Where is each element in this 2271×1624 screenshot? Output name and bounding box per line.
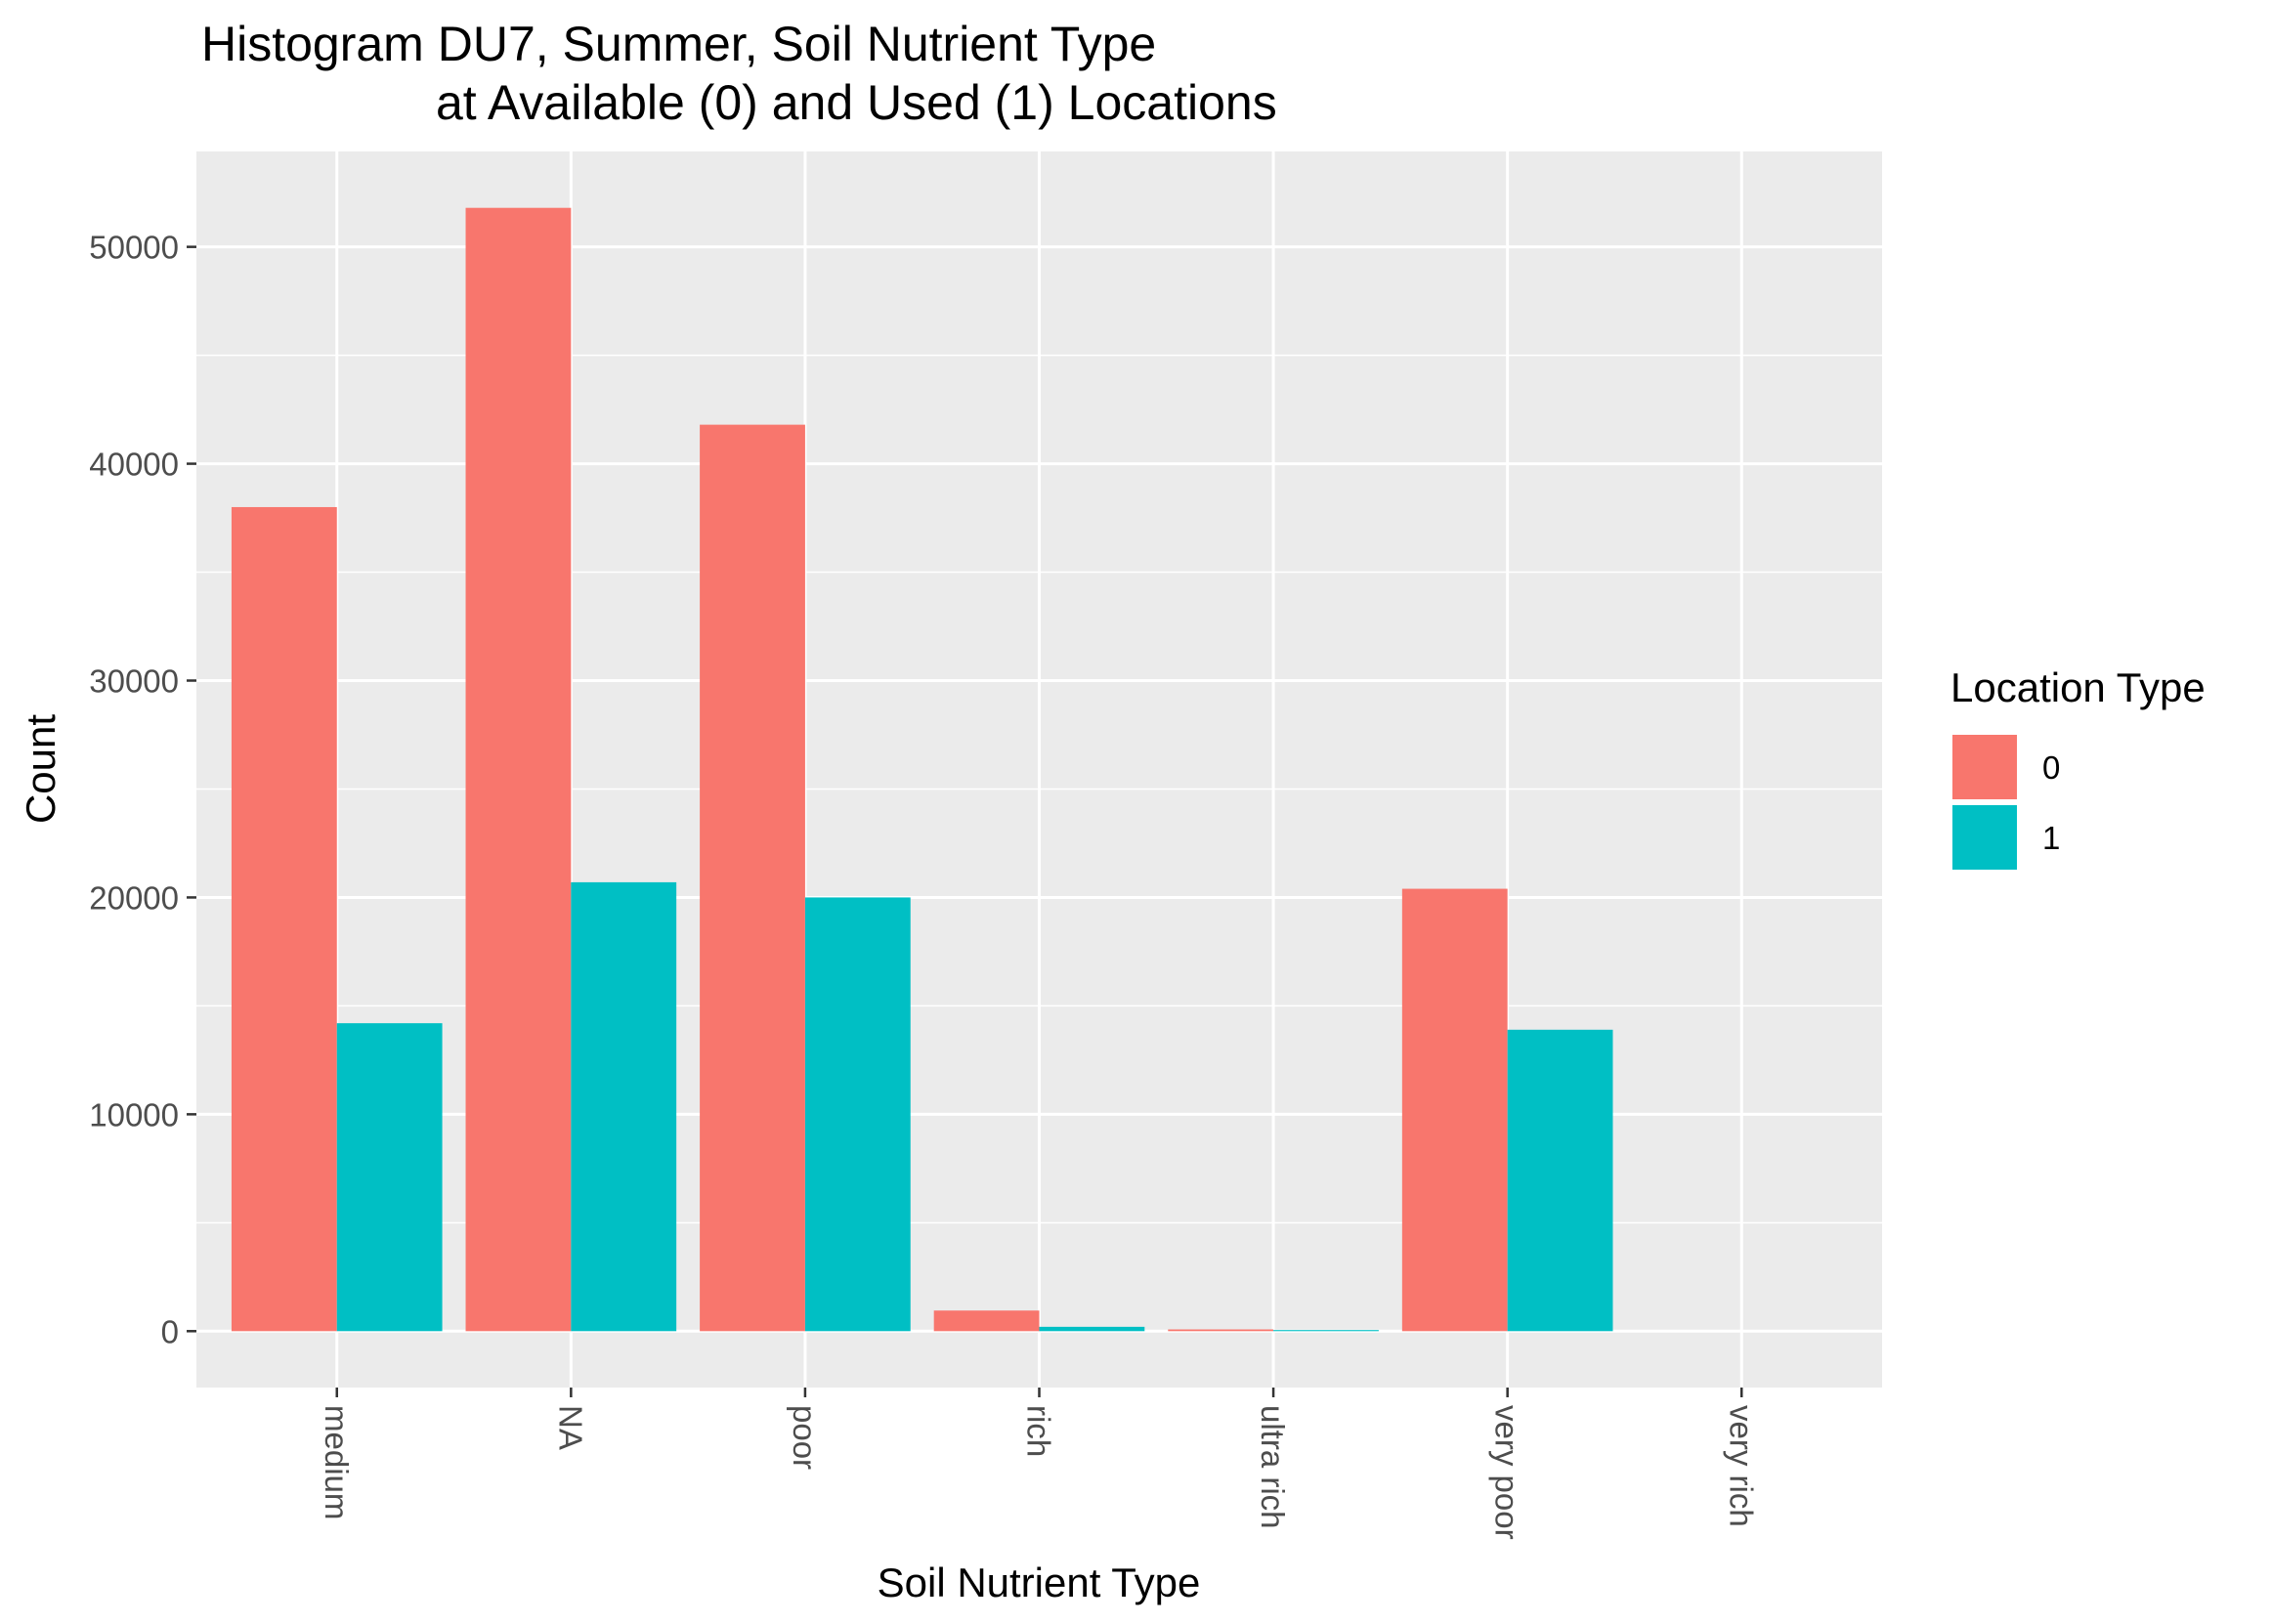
y-tick-label: 0 [161, 1313, 179, 1349]
x-tick-label-rich: rich [1021, 1405, 1057, 1457]
x-tick-label-ultra-rich: ultra rich [1255, 1405, 1291, 1529]
legend-key-series-0 [1952, 735, 2017, 799]
y-tick-label: 40000 [89, 447, 179, 483]
legend-title: Location Type [1950, 664, 2206, 710]
bar-ultra-rich-series-1 [1273, 1330, 1379, 1332]
bar-medium-series-0 [231, 506, 337, 1332]
bar-rich-series-0 [933, 1310, 1040, 1332]
legend-label-series-1: 1 [2042, 820, 2060, 856]
x-axis: medium NA poor rich ultra rich very poor very … [319, 1388, 1759, 1540]
legend-key-series-1 [1952, 805, 2017, 870]
bar-very-poor-series-0 [1401, 888, 1508, 1332]
bar-ultra-rich-series-0 [1168, 1329, 1274, 1332]
y-tick-label: 50000 [89, 230, 179, 266]
x-tick-label-very-poor: very poor [1489, 1405, 1525, 1540]
legend-label-series-0: 0 [2042, 749, 2060, 786]
bar-na-series-1 [571, 881, 677, 1332]
bars [231, 207, 1613, 1332]
y-tick-label: 10000 [89, 1096, 179, 1133]
bar-very-poor-series-1 [1507, 1029, 1613, 1332]
bar-na-series-0 [465, 207, 572, 1332]
y-tick-label: 30000 [89, 663, 179, 700]
y-axis-title: Count [18, 714, 64, 824]
legend: Location Type 0 1 [1950, 664, 2206, 870]
x-tick-label-very-rich: very rich [1723, 1405, 1759, 1527]
bar-rich-series-1 [1039, 1326, 1145, 1332]
bar-poor-series-0 [700, 424, 805, 1332]
y-axis: 0 10000 20000 30000 40000 50000 [89, 230, 196, 1349]
x-tick-label-poor: poor [787, 1405, 823, 1470]
x-tick-label-na: NA [552, 1405, 588, 1450]
chart-title-line-2: at Available (0) and Used (1) Locations [436, 75, 1277, 130]
x-tick-label-medium: medium [319, 1405, 355, 1519]
chart-title-line-1: Histogram DU7, Summer, Soil Nutrient Typ… [201, 17, 1156, 71]
y-tick-label: 20000 [89, 879, 179, 916]
bar-poor-series-1 [804, 897, 911, 1332]
bar-medium-series-1 [336, 1023, 443, 1332]
x-axis-title: Soil Nutrient Type [878, 1560, 1201, 1605]
